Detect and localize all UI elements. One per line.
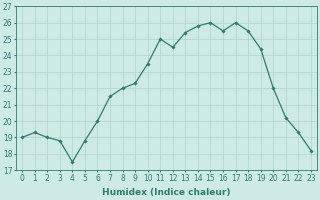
X-axis label: Humidex (Indice chaleur): Humidex (Indice chaleur) [102,188,231,197]
